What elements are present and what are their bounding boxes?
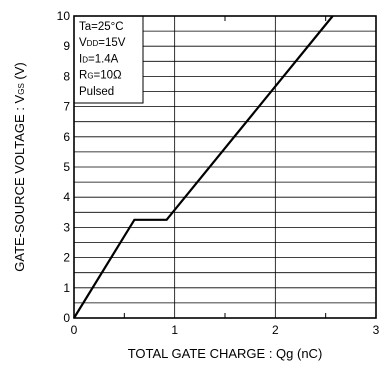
y-axis-label-main: GATE-SOURCE VOLTAGE : V	[12, 94, 27, 271]
y-tick-label: 9	[63, 39, 70, 53]
conditions-box: Ta=25°C VDD=15V ID=1.4A RG=10Ω Pulsed	[73, 15, 144, 104]
x-tick-label: 2	[272, 323, 279, 337]
condition-line: Pulsed	[79, 86, 114, 98]
y-tick-label: 7	[63, 100, 70, 114]
x-axis-label: TOTAL GATE CHARGE : Qg (nC)	[128, 346, 323, 361]
y-tick-label: 0	[63, 311, 70, 325]
grid-lines	[74, 16, 376, 318]
y-tick-label: 10	[57, 9, 71, 23]
y-tick-label: 4	[63, 190, 70, 204]
x-tick-labels: 0 1 2 3	[71, 323, 380, 337]
x-tick-label: 0	[71, 323, 78, 337]
y-tick-label: 6	[63, 130, 70, 144]
x-tick-label: 3	[373, 323, 380, 337]
y-tick-label: 3	[63, 220, 70, 234]
plot-frame	[73, 15, 377, 319]
y-tick-label: 5	[63, 160, 70, 174]
conditions-box-frame	[73, 15, 144, 104]
x-tick-label: 1	[171, 323, 178, 337]
conditions-lines: Ta=25°C VDD=15V ID=1.4A RG=10Ω Pulsed	[79, 21, 126, 98]
y-axis-label-sub: GS	[17, 83, 26, 95]
y-axis-label-unit: (V)	[12, 62, 27, 83]
y-tick-label: 8	[63, 69, 70, 83]
series-line	[73, 15, 334, 319]
condition-line: Ta=25°C	[79, 21, 124, 33]
y-tick-label: 2	[63, 251, 70, 265]
condition-line: ID=1.4A	[79, 53, 119, 65]
y-tick-labels: 0 1 2 3 4 5 6 7 8 9 10	[57, 9, 71, 325]
condition-line: VDD=15V	[79, 37, 126, 49]
y-axis-label: GATE-SOURCE VOLTAGE : VGS (V)	[12, 62, 27, 272]
y-tick-label: 1	[63, 281, 70, 295]
condition-line: RG=10Ω	[79, 70, 122, 82]
